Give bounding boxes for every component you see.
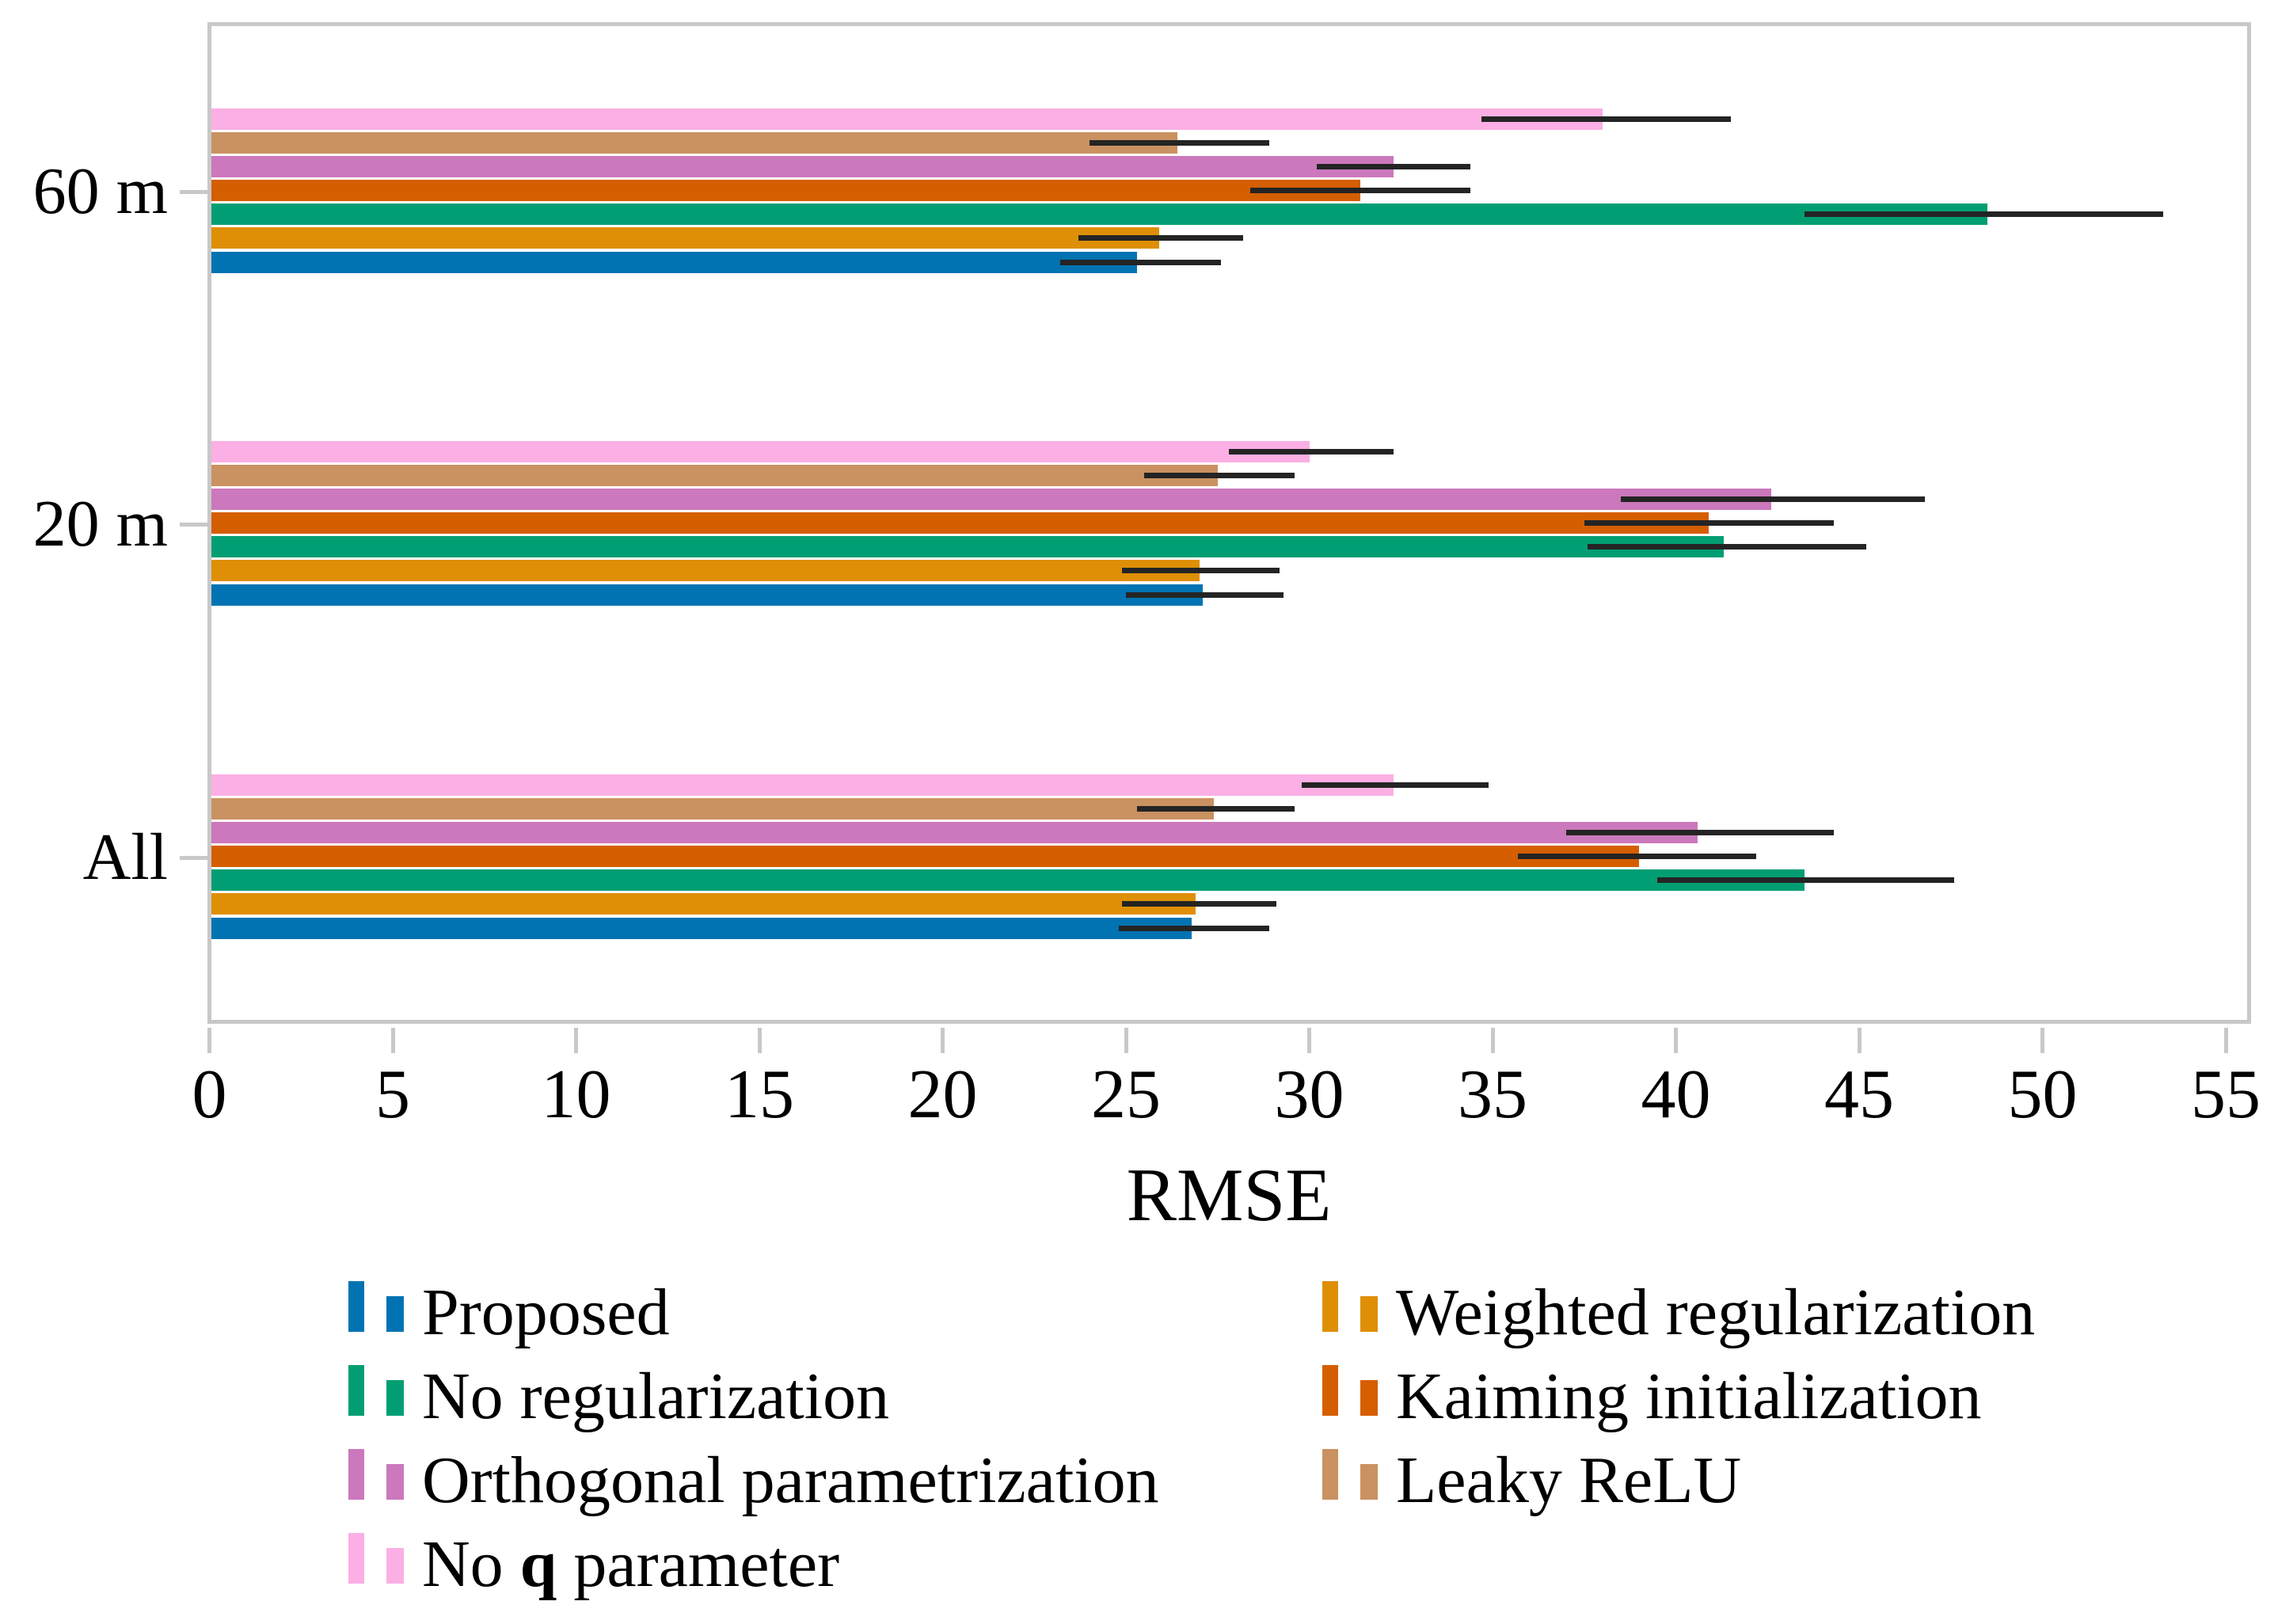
legend-label-no-regularization: No regularization: [422, 1360, 890, 1433]
error-bar-20-m-leaky-relu: [1144, 472, 1295, 478]
x-tick-mark-30: [1307, 1028, 1311, 1053]
x-tick-label-25: 25: [1091, 1056, 1161, 1133]
error-bar-all-orthogonal-parametrization: [1565, 829, 1834, 835]
bar-20-m-kaiming-initialization: [211, 512, 1709, 534]
x-tick-label-40: 40: [1641, 1056, 1711, 1133]
bar-60-m-proposed: [211, 251, 1137, 273]
legend-swatch-bar-icon: [386, 1380, 404, 1416]
legend-swatch-bar-icon: [348, 1533, 364, 1584]
x-tick-mark-0: [207, 1028, 211, 1053]
error-bar-60-m-proposed: [1059, 259, 1222, 265]
x-tick-label-5: 5: [375, 1056, 410, 1133]
bar-60-m-no-regularization: [211, 203, 1988, 226]
error-bar-20-m-weighted-regularization: [1122, 568, 1280, 574]
error-bar-60-m-no-regularization: [1804, 211, 2164, 218]
bar-20-m-no-q-parameter: [211, 440, 1310, 462]
error-bar-60-m-weighted-regularization: [1078, 235, 1244, 242]
legend-swatch-bar-icon: [386, 1296, 404, 1332]
x-tick-label-35: 35: [1458, 1056, 1527, 1133]
legend-label-proposed: Proposed: [422, 1276, 670, 1349]
bar-all-weighted-regularization: [211, 893, 1196, 915]
legend-label-no-q-parameter: No q parameter: [422, 1527, 840, 1601]
error-bar-20-m-no-q-parameter: [1228, 448, 1394, 454]
legend-label-leaky-relu: Leaky ReLU: [1396, 1443, 1742, 1517]
bar-all-no-regularization: [211, 869, 1805, 892]
legend-swatch-bar-icon: [348, 1365, 364, 1416]
x-tick-mark-50: [2040, 1028, 2044, 1053]
x-tick-label-50: 50: [2007, 1056, 2078, 1133]
legend-label-weighted-regularization: Weighted regularization: [1396, 1276, 2036, 1349]
x-tick-label-10: 10: [541, 1056, 611, 1133]
legend-label-orthogonal-parametrization: Orthogonal parametrization: [422, 1443, 1159, 1517]
error-bar-all-proposed: [1118, 925, 1269, 931]
bar-all-leaky-relu: [211, 797, 1215, 820]
bar-all-no-q-parameter: [211, 774, 1394, 796]
x-tick-mark-20: [941, 1028, 945, 1053]
legend-swatch-bar-icon: [386, 1464, 404, 1500]
error-bar-all-no-q-parameter: [1302, 782, 1489, 788]
bar-20-m-leaky-relu: [211, 464, 1218, 486]
legend-swatch-bar-icon: [1360, 1296, 1378, 1332]
legend-swatch-bar-icon: [386, 1548, 404, 1584]
legend-label-kaiming-initialization: Kaiming initialization: [1396, 1360, 1982, 1433]
y-tick-label-all: All: [82, 820, 168, 894]
x-axis-title: RMSE: [1126, 1153, 1332, 1237]
y-tick-mark-20-m: [180, 522, 208, 527]
y-tick-mark-all: [180, 855, 208, 860]
y-tick-mark-60-m: [180, 189, 208, 194]
x-tick-mark-25: [1124, 1028, 1128, 1053]
x-tick-mark-35: [1490, 1028, 1495, 1053]
y-tick-label-20-m: 20 m: [32, 487, 168, 561]
bar-60-m-leaky-relu: [211, 131, 1177, 154]
error-bar-all-weighted-regularization: [1122, 901, 1276, 907]
bar-60-m-no-q-parameter: [211, 108, 1603, 130]
x-tick-label-20: 20: [907, 1056, 978, 1133]
x-tick-label-15: 15: [724, 1056, 794, 1133]
error-bar-20-m-kaiming-initialization: [1584, 520, 1834, 526]
bar-60-m-weighted-regularization: [211, 227, 1159, 249]
legend-swatch-bar-icon: [348, 1281, 364, 1332]
bar-20-m-no-regularization: [211, 536, 1724, 558]
error-bar-60-m-orthogonal-parametrization: [1316, 163, 1471, 169]
bar-60-m-kaiming-initialization: [211, 180, 1361, 201]
x-tick-label-0: 0: [192, 1056, 227, 1133]
legend-swatch-bar-icon: [348, 1449, 364, 1500]
legend-swatch-bar-icon: [1322, 1365, 1338, 1416]
x-tick-mark-55: [2223, 1028, 2228, 1053]
x-tick-label-30: 30: [1274, 1056, 1344, 1133]
legend-swatch-bar-icon: [1360, 1380, 1378, 1416]
legend-swatch-bar-icon: [1360, 1464, 1378, 1500]
bar-60-m-orthogonal-parametrization: [211, 155, 1394, 177]
bar-20-m-orthogonal-parametrization: [211, 488, 1771, 510]
error-bar-20-m-no-regularization: [1588, 544, 1867, 550]
x-tick-mark-45: [1857, 1028, 1862, 1053]
bar-all-orthogonal-parametrization: [211, 821, 1698, 843]
x-tick-mark-40: [1674, 1028, 1678, 1053]
legend-swatch-bar-icon: [1322, 1281, 1338, 1332]
bar-all-proposed: [211, 917, 1192, 939]
x-tick-mark-10: [574, 1028, 578, 1053]
legend-swatch-bar-icon: [1322, 1449, 1338, 1500]
x-tick-mark-5: [390, 1028, 395, 1053]
x-tick-label-45: 45: [1824, 1056, 1894, 1133]
error-bar-20-m-proposed: [1126, 591, 1284, 598]
error-bar-all-kaiming-initialization: [1518, 854, 1757, 859]
error-bar-60-m-kaiming-initialization: [1250, 188, 1471, 193]
error-bar-60-m-leaky-relu: [1089, 139, 1269, 146]
bar-all-kaiming-initialization: [211, 846, 1640, 867]
y-tick-label-60-m: 60 m: [32, 154, 168, 228]
x-tick-label-55: 55: [2191, 1056, 2261, 1133]
bar-20-m-weighted-regularization: [211, 560, 1200, 582]
error-bar-60-m-no-q-parameter: [1481, 116, 1731, 122]
error-bar-20-m-orthogonal-parametrization: [1621, 496, 1926, 502]
error-bar-all-no-regularization: [1657, 877, 1955, 884]
x-tick-mark-15: [757, 1028, 762, 1053]
error-bar-all-leaky-relu: [1136, 805, 1295, 812]
bar-20-m-proposed: [211, 584, 1204, 606]
